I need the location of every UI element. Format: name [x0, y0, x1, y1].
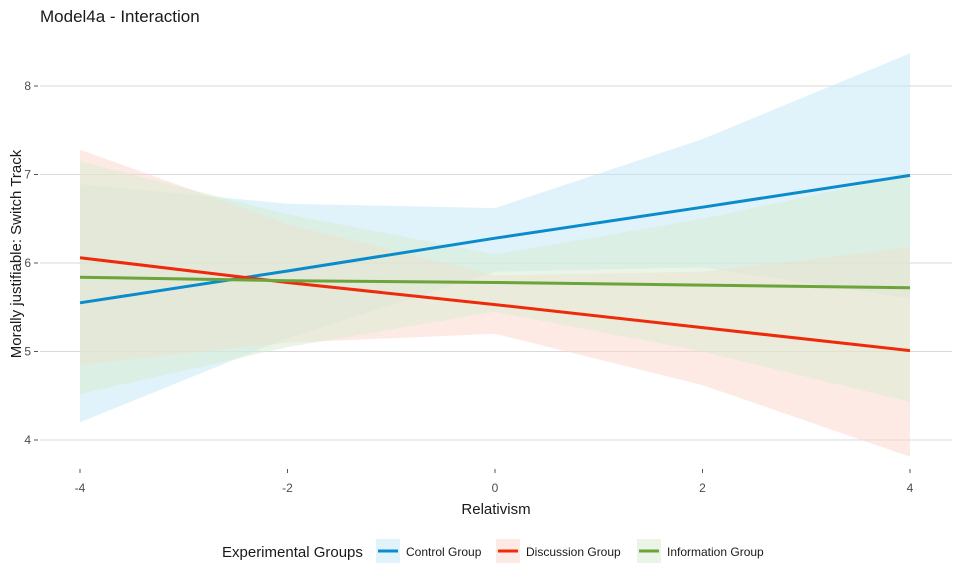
y-tick-label: 6 [24, 256, 31, 270]
y-tick-label: 4 [24, 433, 31, 447]
y-axis-title: Morally justifiable: Switch Track [8, 149, 25, 358]
y-tick-label: 7 [24, 168, 31, 182]
x-tick-label: 0 [492, 481, 499, 495]
legend-title: Experimental Groups [222, 544, 363, 561]
x-tick-label: 2 [699, 481, 706, 495]
y-tick-label: 5 [24, 345, 31, 359]
x-tick-label: 4 [907, 481, 914, 495]
legend: Experimental Groups Control Group Discuss… [222, 539, 764, 563]
confidence-bands [80, 53, 910, 457]
y-axis-ticks: 4 5 6 7 8 [24, 79, 38, 447]
x-axis-ticks: -4 -2 0 2 4 [75, 469, 914, 495]
x-tick-label: -2 [282, 481, 293, 495]
chart-title: Model4a - Interaction [40, 7, 200, 26]
x-axis-title: Relativism [461, 501, 530, 518]
series-line-3 [79, 275, 911, 290]
legend-label: Discussion Group [526, 545, 621, 559]
legend-label: Control Group [406, 545, 482, 559]
series-line-1 [79, 173, 911, 305]
series-lines [79, 173, 911, 353]
x-tick-label: -4 [75, 481, 86, 495]
y-tick-label: 8 [24, 79, 31, 93]
series-line-2 [79, 256, 911, 353]
legend-label: Information Group [667, 545, 764, 559]
